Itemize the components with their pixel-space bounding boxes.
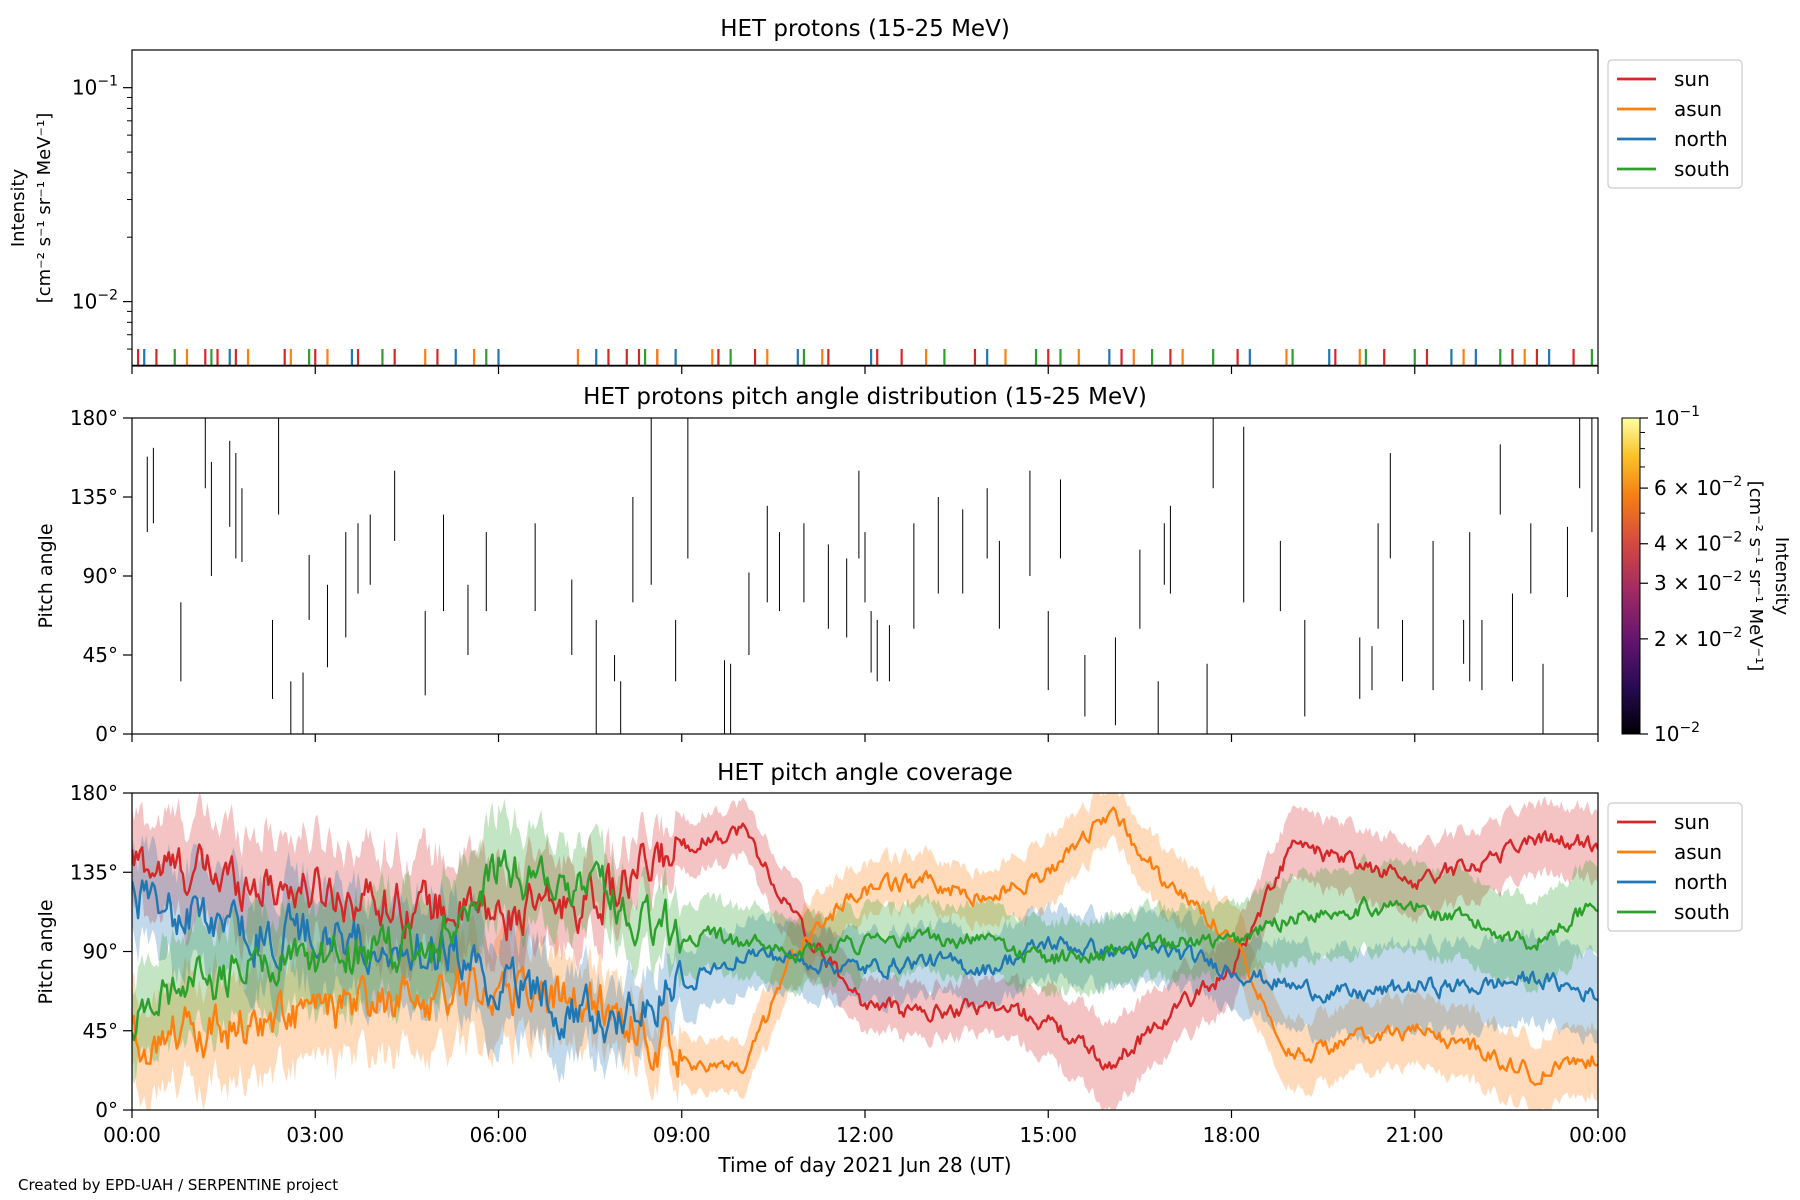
colorbar-label: Intensity — [1771, 537, 1792, 616]
panel3-legend-label-sun: sun — [1674, 810, 1710, 834]
panel1-ylabel: Intensity — [8, 168, 29, 247]
colorbar-tick-label: 10−2 — [1654, 720, 1700, 746]
panel2-tick-label: 90° — [83, 564, 118, 588]
panel3-legend-box — [1607, 802, 1743, 932]
x-tick-label: 18:00 — [1203, 1123, 1261, 1147]
panel3-tick-label: 135° — [70, 860, 118, 884]
x-tick-label: 21:00 — [1386, 1123, 1444, 1147]
panel3-tick-label: 45° — [83, 1019, 118, 1043]
panel1-tick-label: 10−1 — [72, 74, 118, 100]
colorbar-label-units: [cm⁻² s⁻¹ sr⁻¹ MeV⁻¹] — [1745, 481, 1766, 672]
x-tick-label: 06:00 — [470, 1123, 528, 1147]
panel3-tick-label: 180° — [70, 781, 118, 805]
panel3-tick-label: 0° — [95, 1098, 118, 1122]
panel2-ylabel: Pitch angle — [35, 523, 57, 628]
panel3-sun-line — [132, 822, 1598, 1071]
panel1-legend-label-sun: sun — [1674, 67, 1710, 91]
panel1-legend-label-asun: asun — [1674, 97, 1722, 121]
panel2-tick-label: 45° — [83, 643, 118, 667]
panel3-legend-label-north: north — [1674, 870, 1728, 894]
x-tick-label: 15:00 — [1019, 1123, 1077, 1147]
panel2-title: HET protons pitch angle distribution (15… — [583, 384, 1147, 410]
panel1-frame — [131, 49, 1599, 367]
colorbar-tick-label: 2 × 10−2 — [1654, 625, 1742, 651]
panel3-asun-band — [132, 793, 1598, 1110]
panel3-plot-area — [132, 793, 1598, 1110]
colorbar — [1621, 417, 1641, 735]
panel2-tick-label: 0° — [95, 722, 118, 746]
panel3-tick-label: 90° — [83, 940, 118, 964]
panel1-legend-label-north: north — [1674, 127, 1728, 151]
panel1-title: HET protons (15-25 MeV) — [720, 16, 1010, 42]
panel3-legend-label-south: south — [1674, 900, 1730, 924]
panel3-title: HET pitch angle coverage — [717, 760, 1013, 786]
panel3-north-line — [132, 879, 1598, 1044]
panel1-legend-box — [1607, 59, 1743, 189]
panel1-tick-label: 10−2 — [72, 288, 118, 314]
colorbar-tick-label: 3 × 10−2 — [1654, 569, 1742, 595]
panel1-legend-label-south: south — [1674, 157, 1730, 181]
panel1-ylabel-units: [cm⁻² s⁻¹ sr⁻¹ MeV⁻¹] — [34, 113, 55, 304]
panel3-legend-label-asun: asun — [1674, 840, 1722, 864]
x-tick-label: 00:00 — [103, 1123, 161, 1147]
panel3-north-band — [132, 835, 1598, 1084]
panel3-asun-line — [132, 806, 1598, 1087]
colorbar-tick-label: 4 × 10−2 — [1654, 530, 1742, 556]
x-tick-label: 09:00 — [653, 1123, 711, 1147]
footer-credit: Created by EPD-UAH / SERPENTINE project — [18, 1176, 339, 1194]
x-axis-label: Time of day 2021 Jun 28 (UT) — [717, 1153, 1011, 1177]
panel3-ylabel: Pitch angle — [35, 899, 57, 1004]
colorbar-tick-label: 10−1 — [1654, 404, 1700, 430]
x-tick-label: 03:00 — [286, 1123, 344, 1147]
panel2-tick-label: 180° — [70, 406, 118, 430]
x-tick-label: 00:00 — [1569, 1123, 1627, 1147]
panel3-south-line — [132, 849, 1598, 1042]
x-tick-label: 12:00 — [836, 1123, 894, 1147]
colorbar-tick-label: 6 × 10−2 — [1654, 474, 1742, 500]
panel2-tick-label: 135° — [70, 485, 118, 509]
